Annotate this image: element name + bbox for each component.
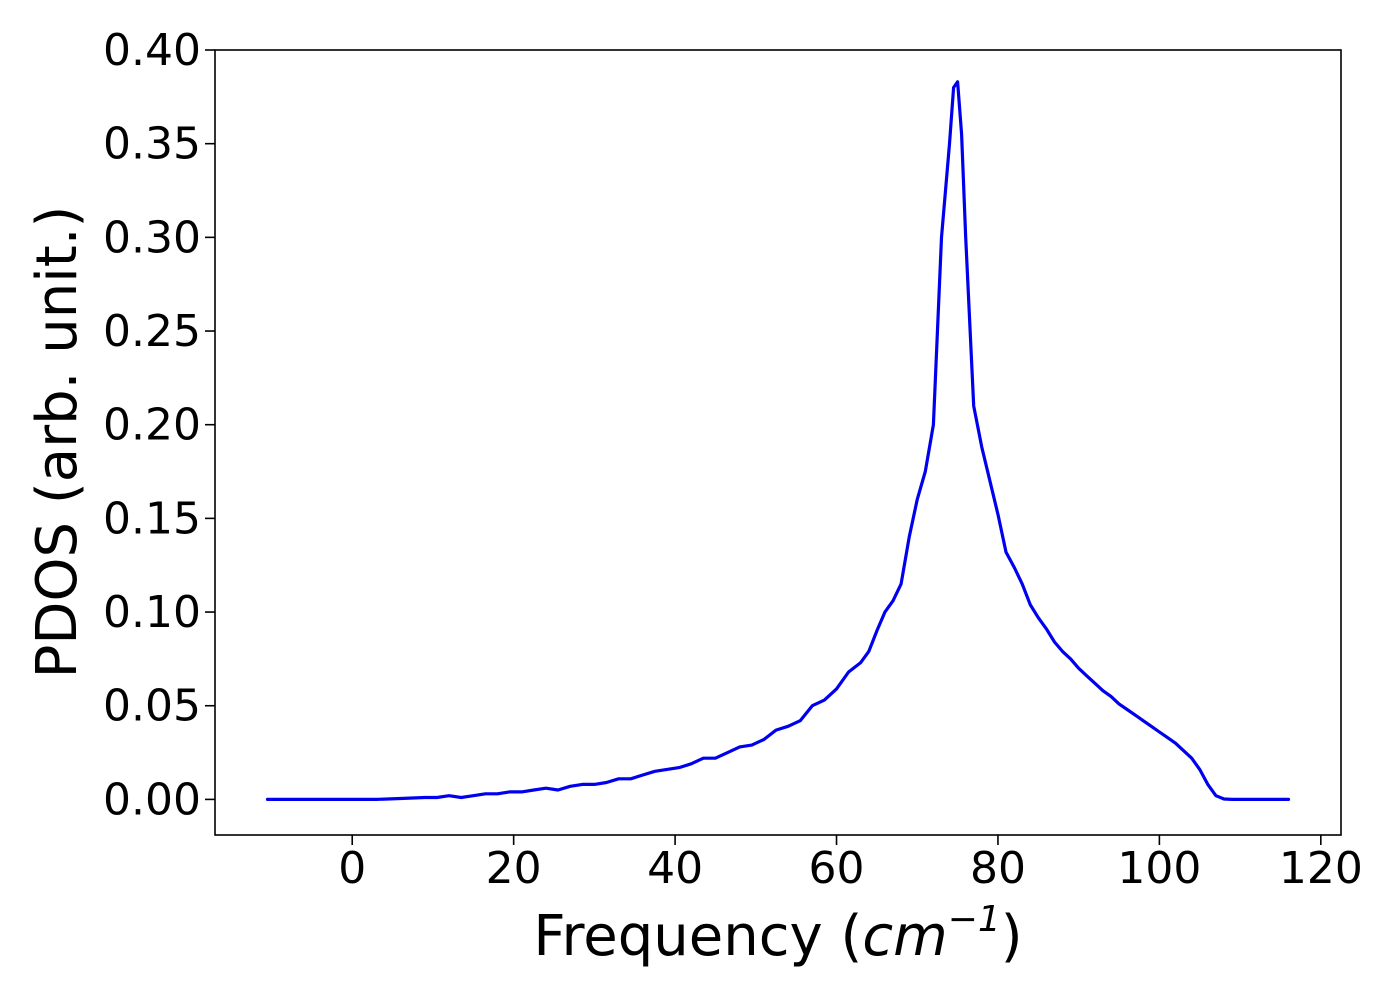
x-axis-label: Frequency (cm−1) [533, 899, 1022, 969]
x-axis-label-suffix: ) [1001, 904, 1023, 969]
x-tick-label: 100 [1117, 843, 1201, 894]
y-tick-label: 0.15 [103, 493, 201, 544]
y-axis-ticks: 0.00 0.05 0.10 0.15 0.20 0.25 0.30 0.35 0.40 [103, 25, 215, 825]
y-axis-label: PDOS (arb. unit.) [25, 206, 90, 679]
x-tick-label: 120 [1279, 843, 1363, 894]
x-tick-label: 20 [486, 843, 542, 894]
x-tick-label: 40 [647, 843, 703, 894]
x-tick-label: 60 [809, 843, 865, 894]
x-tick-label: 0 [338, 843, 366, 894]
y-tick-label: 0.10 [103, 587, 201, 638]
x-axis-label-math: cm [862, 904, 947, 969]
x-tick-label: 80 [970, 843, 1026, 894]
y-tick-label: 0.30 [103, 212, 201, 263]
y-tick-label: 0.20 [103, 400, 201, 451]
pdos-series-line [265, 80, 1291, 802]
y-tick-label: 0.35 [103, 119, 201, 170]
x-axis-label-superscript: −1 [948, 899, 1001, 940]
x-axis-ticks: 0 20 40 60 80 100 120 [338, 835, 1363, 894]
x-axis-label-prefix: Frequency ( [533, 904, 862, 969]
y-tick-label: 0.00 [103, 774, 201, 825]
plot-frame [214, 49, 1342, 836]
y-tick-label: 0.25 [103, 306, 201, 357]
y-tick-label: 0.05 [103, 681, 201, 732]
y-tick-label: 0.40 [103, 25, 201, 76]
